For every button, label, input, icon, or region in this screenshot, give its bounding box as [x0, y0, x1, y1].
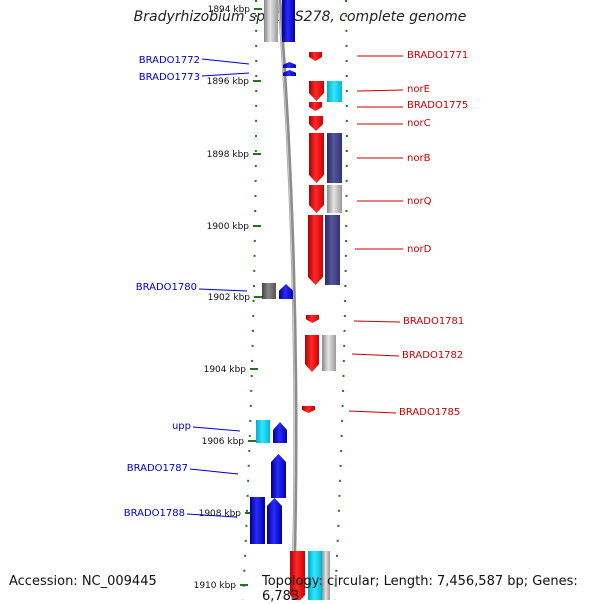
gene-block[interactable] [322, 335, 336, 371]
leader-line [192, 426, 241, 432]
gene-arrow[interactable] [309, 133, 324, 183]
gene-label[interactable]: BRADO1781 [403, 316, 464, 327]
gene-arrow[interactable] [309, 81, 324, 101]
gene-arrow[interactable] [279, 284, 293, 299]
leader-line [189, 468, 239, 475]
gene-label[interactable]: BRADO1787 [127, 463, 188, 474]
genome-backbone [277, 0, 298, 600]
gene-block[interactable] [308, 551, 322, 600]
gene-label[interactable]: norB [407, 153, 431, 164]
gene-label[interactable]: BRADO1785 [399, 407, 460, 418]
gene-arrow[interactable] [290, 551, 305, 600]
gene-label[interactable]: BRADO1775 [407, 100, 468, 111]
tick-label: 1896 kbp [207, 77, 250, 87]
gene-label[interactable]: BRADO1782 [402, 350, 463, 361]
gene-arrow[interactable] [267, 498, 282, 544]
tick-label: 1898 kbp [207, 150, 250, 160]
tick-label: 1910 kbp [194, 581, 237, 591]
gene-label[interactable]: BRADO1772 [139, 55, 200, 66]
gene-block[interactable] [262, 283, 276, 299]
leader-line [348, 410, 397, 414]
gene-arrow[interactable] [271, 454, 286, 498]
gene-arrow[interactable] [283, 62, 296, 68]
tick-label: 1894 kbp [208, 5, 251, 15]
gene-label[interactable]: BRADO1773 [139, 72, 200, 83]
tick-label: 1902 kbp [208, 293, 251, 303]
gene-block[interactable] [282, 0, 295, 42]
gene-label[interactable]: BRADO1788 [124, 508, 185, 519]
gene-block[interactable] [264, 0, 278, 42]
gene-block[interactable] [322, 551, 330, 600]
gene-block[interactable] [327, 185, 342, 213]
gene-block[interactable] [325, 215, 340, 285]
gene-arrow[interactable] [309, 102, 322, 111]
tick-label: 1908 kbp [199, 509, 242, 519]
leader-line [356, 89, 404, 92]
leader-line [353, 320, 401, 323]
leader-line [186, 513, 237, 518]
tick-label: 1904 kbp [204, 365, 247, 375]
gene-arrow[interactable] [273, 422, 287, 443]
leader-line [201, 58, 250, 65]
gene-label[interactable]: norC [407, 118, 431, 129]
genome-backbone-highlight [277, 0, 296, 600]
gene-arrow[interactable] [308, 215, 323, 285]
leader-line [198, 288, 248, 292]
genome-title: Bradyrhizobium sp. ORS278, complete geno… [133, 9, 467, 25]
leader-line [351, 353, 400, 357]
gene-label[interactable]: upp [172, 421, 191, 432]
gene-block[interactable] [327, 133, 342, 183]
gene-arrow[interactable] [305, 335, 319, 372]
gene-arrow[interactable] [309, 116, 323, 131]
gene-arrow[interactable] [302, 406, 315, 413]
tick-label: 1906 kbp [202, 437, 245, 447]
gene-label[interactable]: norE [407, 84, 430, 95]
gene-block[interactable] [327, 81, 342, 102]
gene-block[interactable] [256, 420, 270, 443]
gene-label[interactable]: norQ [407, 196, 432, 207]
accession-text: Accession: NC_009445 [9, 574, 157, 589]
gene-arrow[interactable] [309, 52, 322, 61]
gene-arrow[interactable] [306, 315, 319, 323]
gene-label[interactable]: BRADO1780 [136, 282, 197, 293]
gene-label[interactable]: norD [407, 244, 432, 255]
gene-arrow[interactable] [309, 185, 324, 213]
gene-arrow[interactable] [283, 70, 296, 76]
tick-label: 1900 kbp [207, 222, 250, 232]
gene-block[interactable] [250, 497, 265, 544]
gene-label[interactable]: BRADO1771 [407, 50, 468, 61]
leader-line [201, 72, 250, 77]
